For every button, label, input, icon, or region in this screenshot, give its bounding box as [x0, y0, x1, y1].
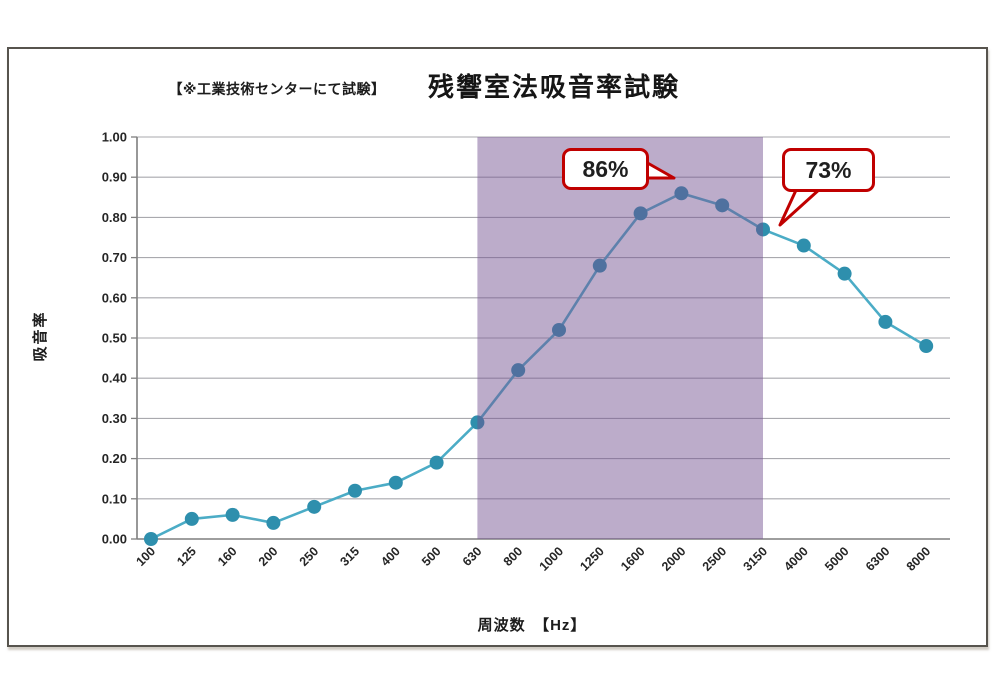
x-tick-label: 5000 [822, 544, 852, 574]
x-tick-label: 1000 [537, 544, 567, 574]
y-tick-label: 0.30 [102, 411, 127, 426]
data-point [470, 415, 485, 430]
x-tick-label: 1250 [577, 544, 607, 574]
data-point [592, 258, 607, 273]
x-tick-label: 250 [297, 544, 322, 569]
x-tick-label: 315 [337, 544, 362, 569]
data-point [225, 507, 240, 522]
callout-tail [778, 186, 823, 227]
highlight-band [477, 137, 763, 539]
x-axis-title: 周波数 【Hz】 [477, 617, 587, 634]
data-point [266, 515, 281, 530]
data-point [307, 499, 322, 514]
x-tick-label: 1600 [618, 544, 648, 574]
series-line [149, 191, 928, 541]
y-tick-label: 0.50 [102, 331, 127, 346]
x-tick-label: 160 [215, 544, 240, 569]
data-point [919, 339, 934, 354]
data-point [429, 455, 444, 470]
data-point [511, 363, 526, 378]
x-tick-label: 100 [133, 544, 158, 569]
x-tick-label: 125 [174, 544, 199, 569]
data-point [756, 222, 770, 237]
x-tick-label: 6300 [863, 544, 893, 574]
y-tick-label: 0.10 [102, 491, 127, 506]
data-point [796, 238, 811, 253]
chart-title: 残響室法吸音率試験 [427, 72, 680, 102]
x-tick-label: 630 [460, 544, 485, 569]
x-tick-label: 800 [501, 544, 526, 569]
data-point [837, 266, 852, 281]
x-tick-label: 400 [378, 544, 403, 569]
data-point [878, 314, 893, 329]
x-tick-label: 2000 [659, 544, 689, 574]
data-point [674, 186, 689, 201]
annotation-callout-right: 73% [782, 148, 875, 192]
data-point [144, 532, 158, 546]
x-tick-label: 4000 [781, 544, 811, 574]
annotation-label: 86% [582, 155, 629, 182]
y-tick-label: 0.80 [102, 210, 127, 225]
x-tick-label: 500 [419, 544, 444, 569]
data-point [388, 475, 403, 490]
data-point [715, 198, 730, 213]
y-tick-label: 0.20 [102, 451, 127, 466]
y-tick-label: 0.00 [102, 532, 127, 547]
data-point [552, 322, 566, 337]
absorption-line-chart: 0.00 0.10 0.20 0.30 0.40 0.50 0.60 0.70 0.80 0.90… [102, 130, 950, 574]
annotation-callout-peak: 86% [562, 148, 649, 190]
data-point [348, 483, 362, 498]
x-tick-label: 200 [256, 544, 281, 569]
y-tick-label: 0.90 [102, 170, 127, 185]
chart-frame: 【※工業技術センターにて試験】 残響室法吸音率試験 0.00 0.10 0.20 0.… [7, 47, 988, 647]
x-tick-label: 8000 [904, 544, 934, 574]
x-tick-label: 2500 [700, 544, 730, 574]
y-tick-label: 0.70 [102, 250, 127, 265]
data-point [184, 511, 199, 526]
data-point [633, 206, 648, 221]
annotation-label: 73% [805, 156, 852, 183]
x-tick-label: 3150 [741, 544, 771, 574]
y-tick-label: 0.40 [102, 371, 127, 386]
chart-note: 【※工業技術センターにて試験】 [168, 81, 386, 97]
y-tick-label: 0.60 [102, 290, 127, 305]
y-tick-label: 1.00 [102, 130, 127, 145]
